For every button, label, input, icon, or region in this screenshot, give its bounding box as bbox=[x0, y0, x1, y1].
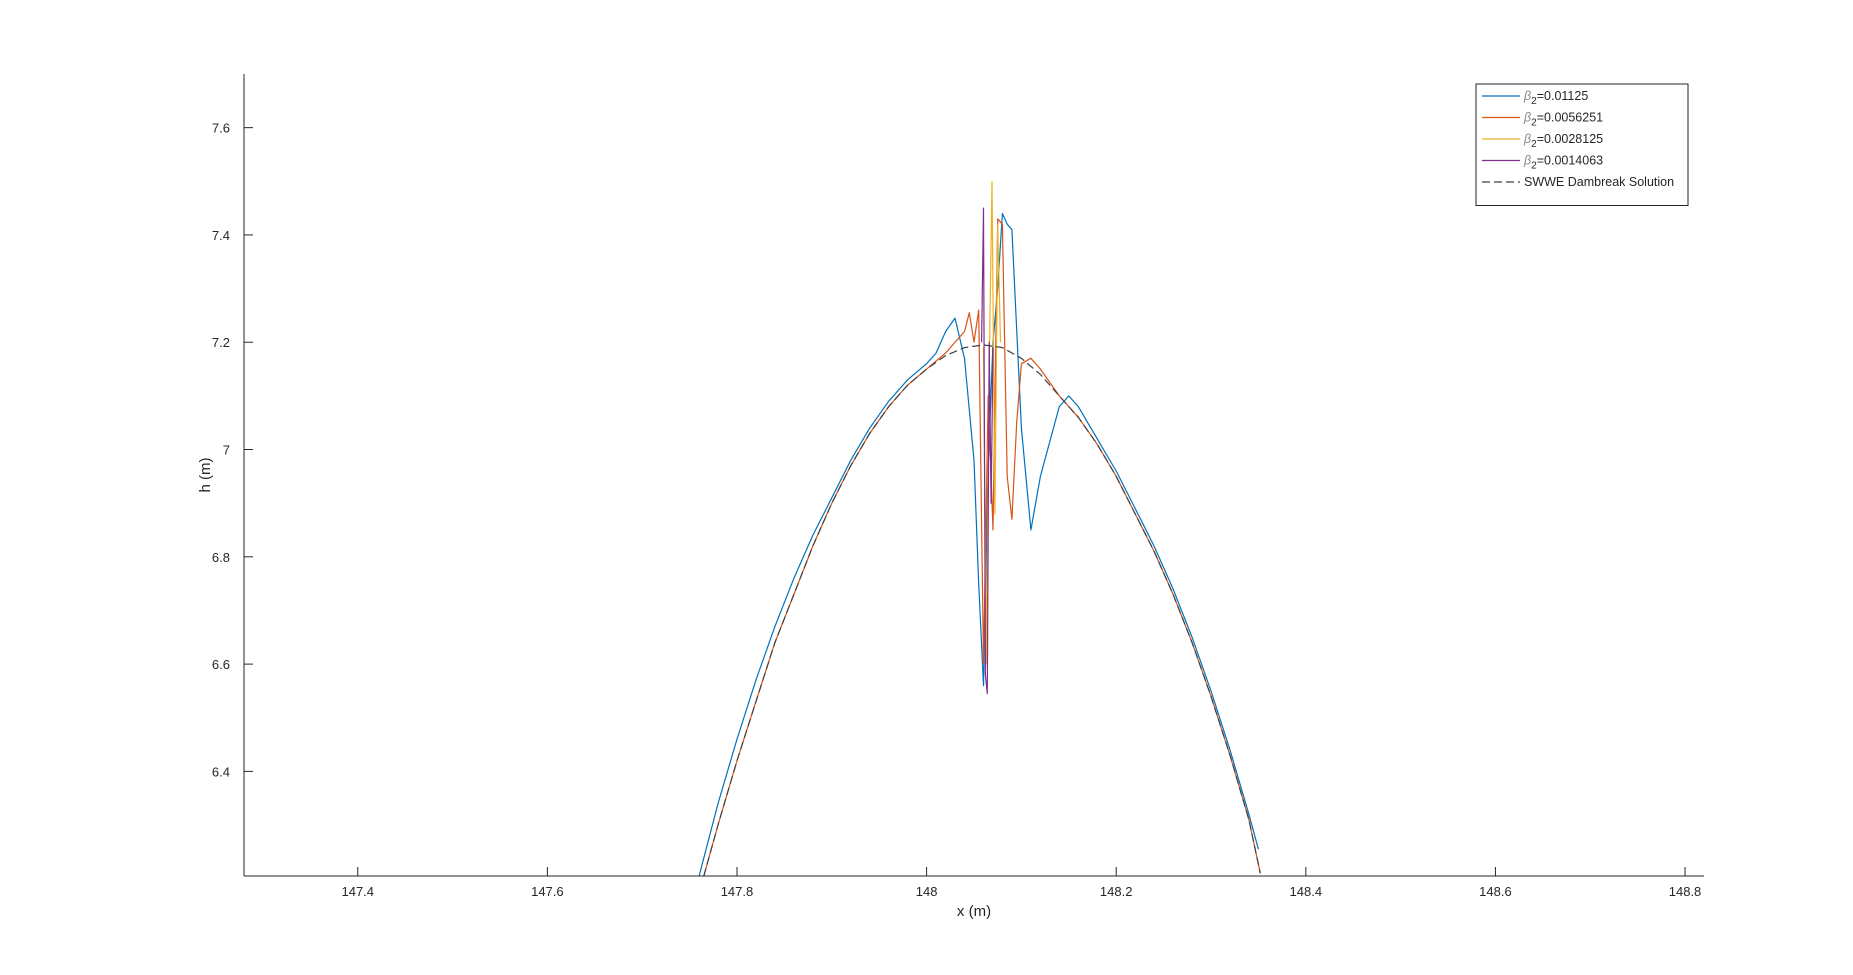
legend-subscript: 2 bbox=[1531, 161, 1537, 172]
x-axis-label: x (m) bbox=[957, 903, 991, 920]
legend-value: =0.0028125 bbox=[1537, 132, 1603, 146]
legend-box bbox=[1475, 83, 1689, 206]
legend-value: =0.0014063 bbox=[1537, 154, 1603, 168]
x-tick-label: 147.8 bbox=[721, 884, 754, 899]
legend: β2=0.01125β2=0.0056251β2=0.0028125β2=0.0… bbox=[1475, 83, 1689, 206]
legend-symbol: β bbox=[1523, 111, 1531, 125]
x-tick-label: 148 bbox=[916, 884, 938, 899]
legend-entry: β2=0.0028125 bbox=[1523, 132, 1603, 150]
legend-subscript: 2 bbox=[1531, 118, 1537, 129]
y-tick-label: 7.6 bbox=[212, 121, 230, 136]
x-tick-label: 148.6 bbox=[1479, 884, 1512, 899]
series-line-4 bbox=[981, 207, 994, 695]
x-tick-label: 148.4 bbox=[1290, 884, 1323, 899]
legend-entry: β2=0.0056251 bbox=[1523, 111, 1603, 129]
legend-symbol: β bbox=[1523, 132, 1531, 146]
series-line-1 bbox=[698, 212, 1259, 876]
y-tick-label: 6.8 bbox=[212, 550, 230, 565]
legend-entry: SWWE Dambreak Solution bbox=[1524, 175, 1674, 189]
legend-symbol: β bbox=[1523, 154, 1531, 168]
y-tick-label: 6.6 bbox=[212, 657, 230, 672]
axes bbox=[243, 74, 1704, 877]
y-tick-label: 7.4 bbox=[212, 228, 230, 243]
y-tick-label: 6.4 bbox=[212, 764, 230, 779]
y-tick-label: 7.2 bbox=[212, 335, 230, 350]
series-line-3 bbox=[982, 180, 1002, 665]
ticks: 147.4 147.6 147.8 148 148.2 148.4 148.6 148.8 6.… bbox=[212, 121, 1701, 899]
legend-subscript: 2 bbox=[1531, 139, 1537, 150]
x-tick-label: 148.2 bbox=[1100, 884, 1133, 899]
series-line-5 bbox=[703, 344, 1261, 876]
y-axis-label: h (m) bbox=[197, 458, 214, 493]
x-tick-label: 147.6 bbox=[531, 884, 564, 899]
legend-symbol: β bbox=[1523, 89, 1531, 103]
x-tick-label: 148.8 bbox=[1669, 884, 1702, 899]
legend-entry: β2=0.01125 bbox=[1523, 89, 1588, 107]
x-tick-label: 147.4 bbox=[341, 884, 374, 899]
legend-entry: β2=0.0014063 bbox=[1523, 154, 1603, 172]
legend-value: =0.0056251 bbox=[1537, 111, 1603, 125]
legend-value: =0.01125 bbox=[1537, 89, 1589, 103]
legend-subscript: 2 bbox=[1531, 96, 1537, 107]
series-layer bbox=[698, 180, 1261, 876]
y-tick-label: 7 bbox=[223, 443, 230, 458]
